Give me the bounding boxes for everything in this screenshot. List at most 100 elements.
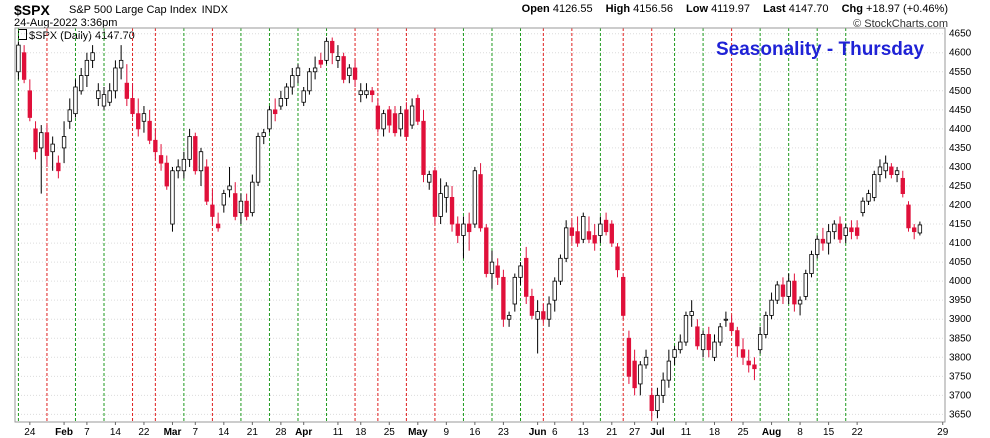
candle-down: [495, 265, 500, 278]
candle-up: [832, 223, 837, 233]
candle-up: [295, 67, 301, 76]
candle-up: [307, 71, 312, 92]
x-tick-label: 7: [84, 427, 90, 438]
candle-down: [729, 322, 734, 332]
y-tick-label: 3700: [949, 390, 972, 401]
candle-up: [238, 200, 244, 214]
ticker-symbol: $SPX: [14, 2, 50, 18]
y-tick-label: 3850: [949, 333, 972, 344]
candle-down: [124, 82, 129, 99]
candle-up: [683, 315, 689, 343]
x-tick-label: 7: [193, 427, 199, 438]
y-tick-label: 4050: [949, 257, 972, 268]
low-value: 4119.97: [711, 3, 751, 15]
candle-up: [518, 265, 523, 278]
high-label: High: [605, 3, 631, 15]
candle-down: [541, 311, 546, 320]
y-tick-label: 4250: [949, 181, 972, 192]
candle-up: [444, 185, 449, 198]
axes: 3650 3700 3750 3800 3850 3900 3950 4000 4050 4100…: [14, 27, 972, 438]
candle-up: [96, 90, 101, 99]
candle-up: [107, 90, 112, 103]
candle-up: [883, 162, 888, 172]
candle-up: [101, 94, 107, 107]
x-tick-label: 16: [469, 427, 481, 438]
candle-down: [273, 109, 278, 115]
x-tick-label: 27: [629, 427, 641, 438]
x-tick-label: 13: [578, 427, 590, 438]
candle-down: [649, 394, 654, 411]
candle-down: [318, 59, 323, 65]
candle-up: [689, 311, 694, 316]
candle-up: [775, 284, 780, 301]
candle-up: [769, 299, 774, 316]
candle-down: [603, 219, 609, 233]
candle-down: [695, 326, 700, 347]
x-tick-label: Aug: [762, 427, 781, 438]
candle-down: [421, 120, 426, 175]
candle-up: [809, 254, 814, 274]
candle-up: [170, 170, 175, 225]
candle-down: [609, 223, 614, 244]
candle-down: [341, 56, 346, 80]
open-value: 4126.55: [552, 3, 593, 15]
candle-up: [438, 193, 443, 217]
candle-up: [67, 109, 72, 122]
candle-down: [586, 231, 592, 240]
candle-up: [581, 216, 586, 240]
candle-up: [666, 360, 672, 381]
ohlc-readout: Open 4126.55 High 4156.56 Low 4119.97 La…: [522, 3, 948, 15]
candle-down: [455, 223, 460, 236]
candle-down: [735, 330, 740, 347]
candle-up: [250, 181, 255, 214]
x-tick-label: 6: [552, 427, 558, 438]
candle-down: [621, 276, 626, 316]
candle-down: [56, 162, 61, 172]
candle-down: [524, 257, 529, 297]
candle-up: [535, 311, 540, 320]
candle-up: [261, 132, 266, 137]
candle-down: [792, 280, 797, 305]
candle-up: [221, 193, 226, 206]
candle-down: [330, 40, 335, 54]
candle-up: [39, 132, 44, 149]
candle-down: [849, 227, 854, 233]
candle-up: [50, 143, 55, 153]
thursday-lines: [17, 28, 847, 422]
y-tick-label: 4000: [949, 276, 972, 287]
y-tick-label: 4300: [949, 162, 972, 173]
y-tick-label: 4550: [949, 67, 972, 78]
candle-down: [854, 227, 860, 236]
candle-up: [267, 109, 272, 130]
candle-down: [44, 132, 50, 156]
ticker-description-text: S&P 500 Large Cap Index: [69, 4, 197, 16]
candle-up: [181, 158, 187, 172]
candle-down: [404, 109, 409, 137]
candle-down: [632, 360, 637, 389]
x-tick-label: 8: [797, 427, 803, 438]
chg-value: +18.97 (+0.46%): [866, 3, 948, 15]
x-tick-label: 18: [709, 427, 721, 438]
x-tick-label: Apr: [295, 427, 312, 438]
candle-up: [763, 315, 769, 335]
candle-up: [347, 67, 352, 76]
candle-down: [478, 174, 483, 229]
candle-up: [187, 136, 192, 160]
candle-down: [387, 109, 392, 126]
y-tick-label: 4200: [949, 200, 972, 211]
legend-text: $SPX (Daily) 4147.70: [29, 30, 135, 42]
candle-down: [204, 166, 209, 202]
candle-up: [381, 113, 386, 130]
candle-down: [752, 364, 757, 370]
candle-down: [193, 136, 198, 172]
candle-down: [210, 204, 215, 217]
candle-up: [461, 223, 466, 236]
candle-up: [198, 151, 204, 172]
candle-up: [16, 44, 21, 73]
candle-up: [718, 326, 723, 343]
candle-up: [79, 75, 84, 92]
candle-up: [546, 303, 552, 320]
candle-down: [906, 204, 911, 229]
candle-down: [158, 155, 164, 164]
